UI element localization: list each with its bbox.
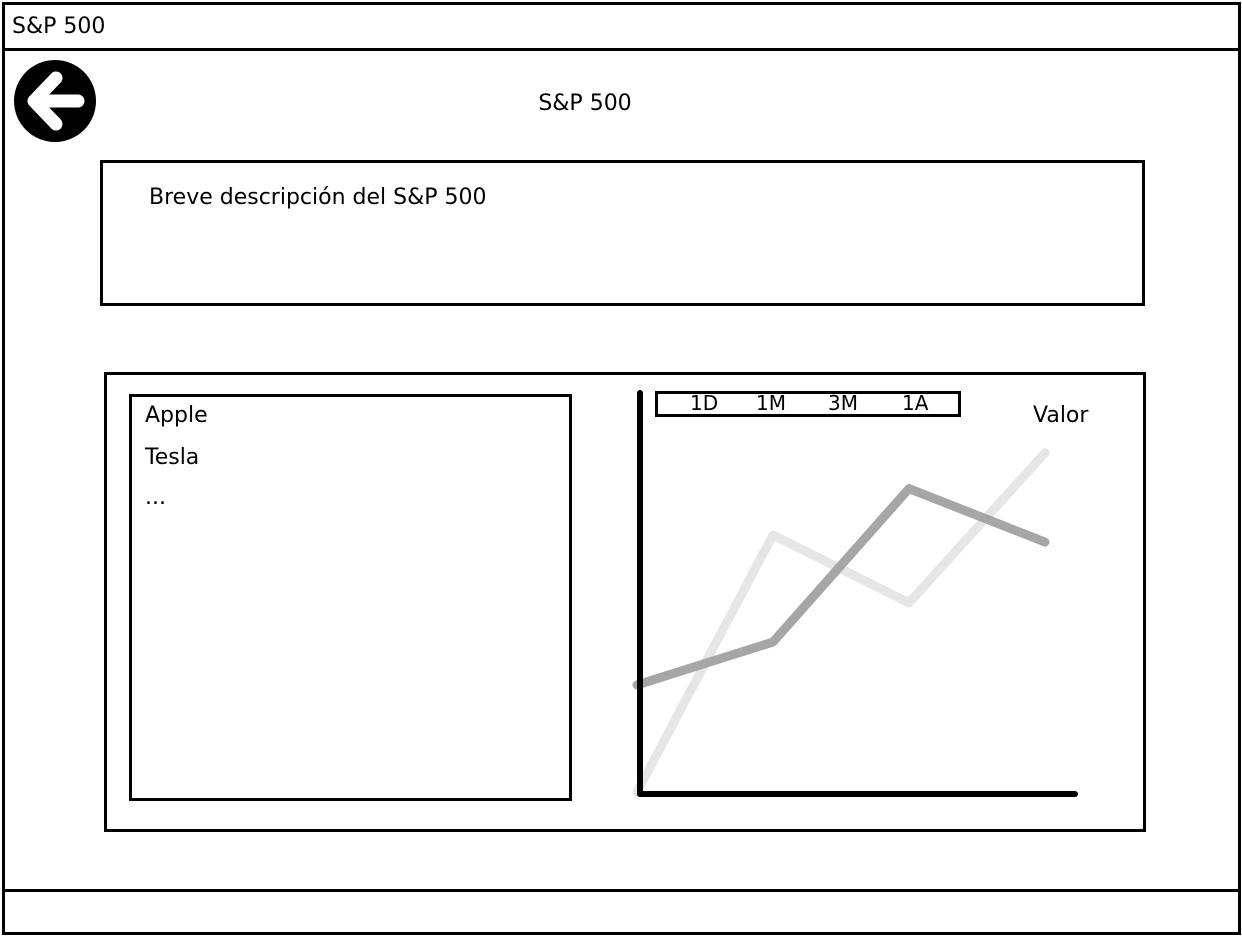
tab-1a[interactable]: 1A: [902, 391, 929, 415]
content-panel: Apple Tesla ... 1D 1M 3M 1A Valor: [104, 372, 1146, 832]
series-line-1: [632, 448, 1050, 797]
range-tabs: 1D 1M 3M 1A: [655, 391, 961, 417]
series-line-2: [632, 484, 1050, 690]
list-item-more[interactable]: ...: [145, 485, 166, 510]
status-bar: [5, 889, 1238, 932]
list-item-apple[interactable]: Apple: [145, 403, 208, 428]
description-text: Breve descripción del S&P 500: [149, 185, 487, 210]
tab-1d[interactable]: 1D: [690, 391, 719, 415]
list-item-tesla[interactable]: Tesla: [145, 445, 200, 470]
back-arrow-icon: [27, 71, 85, 131]
chart-y-label: Valor: [1033, 403, 1089, 428]
tab-3m[interactable]: 3M: [828, 391, 858, 415]
back-button[interactable]: [14, 60, 96, 142]
company-list: Apple Tesla ...: [129, 394, 572, 801]
window-title: S&P 500: [12, 14, 106, 39]
description-panel: Breve descripción del S&P 500: [100, 160, 1145, 306]
window-titlebar: S&P 500: [5, 5, 1238, 51]
page-title: S&P 500: [538, 91, 632, 116]
tab-1m[interactable]: 1M: [756, 391, 786, 415]
line-chart: [632, 390, 1078, 797]
